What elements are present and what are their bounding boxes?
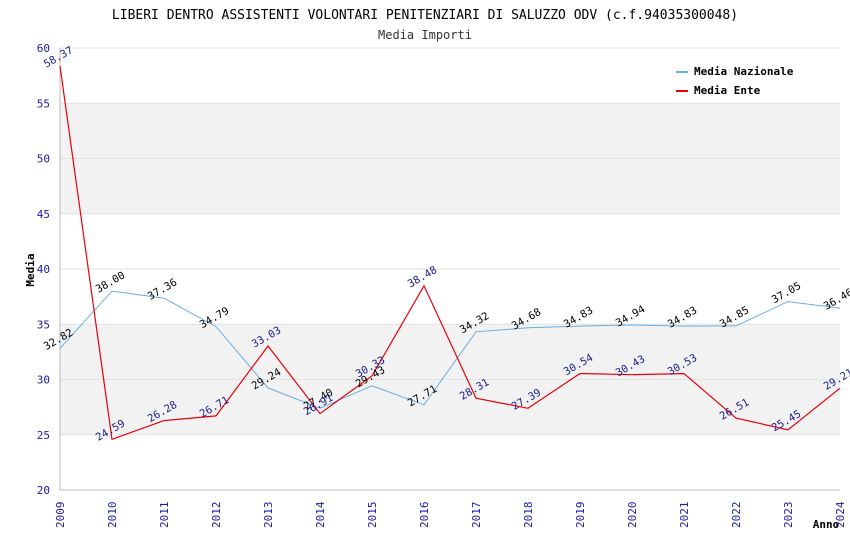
- band-30: [60, 324, 840, 380]
- y-axis-label: Media: [24, 253, 37, 286]
- legend-box: [669, 59, 809, 101]
- band-50: [60, 103, 840, 159]
- x-tick-label: 2012: [210, 502, 223, 529]
- x-tick-label: 2010: [106, 502, 119, 529]
- x-tick-label: 2011: [158, 502, 171, 529]
- y-tick-label: 20: [37, 484, 50, 497]
- y-tick-label: 25: [37, 429, 50, 442]
- x-tick-label: 2014: [314, 501, 327, 528]
- legend-label-ente: Media Ente: [694, 84, 761, 97]
- band-35: [60, 269, 840, 325]
- chart-title: LIBERI DENTRO ASSISTENTI VOLONTARI PENIT…: [112, 8, 738, 23]
- x-tick-label: 2015: [366, 502, 379, 529]
- y-tick-label: 60: [37, 42, 50, 55]
- y-tick-labels: 20 25 30 35 40 45 50 55 60: [37, 42, 50, 497]
- x-tick-labels: 2009 2010 2011 2012 2013 2014 2015 2016 2017 2018…: [54, 501, 847, 528]
- x-tick-label: 2016: [418, 502, 431, 529]
- y-tick-label: 35: [37, 318, 50, 331]
- y-tick-label: 55: [37, 97, 50, 110]
- legend: Media Nazionale Media Ente: [669, 59, 809, 101]
- series-lines: [59, 65, 841, 441]
- x-tick-label: 2019: [574, 502, 587, 529]
- y-tick-label: 30: [37, 374, 50, 387]
- legend-label-nazionale: Media Nazionale: [694, 65, 794, 78]
- y-tick-label: 50: [37, 153, 50, 166]
- band-25: [60, 379, 840, 435]
- band-40: [60, 213, 840, 269]
- x-tick-label: 2020: [626, 502, 639, 529]
- band-45: [60, 158, 840, 214]
- y-tick-label: 45: [37, 208, 50, 221]
- series-line-media-ente: [59, 65, 841, 441]
- x-tick-label: 2024: [834, 501, 847, 528]
- series-line-media-nazionale: [59, 290, 841, 409]
- x-tick-label: 2013: [262, 502, 275, 529]
- background-bands: [60, 48, 840, 490]
- band-20: [60, 434, 840, 490]
- x-axis-label: Anno: [813, 518, 840, 531]
- x-tick-label: 2022: [730, 502, 743, 529]
- x-tick-label: 2018: [522, 502, 535, 529]
- x-tick-label: 2009: [54, 502, 67, 529]
- x-tick-label: 2023: [782, 502, 795, 529]
- y-tick-label: 40: [37, 263, 50, 276]
- chart-subtitle: Media Importi: [378, 28, 472, 42]
- x-tick-label: 2021: [678, 502, 691, 529]
- x-tick-label: 2017: [470, 502, 483, 529]
